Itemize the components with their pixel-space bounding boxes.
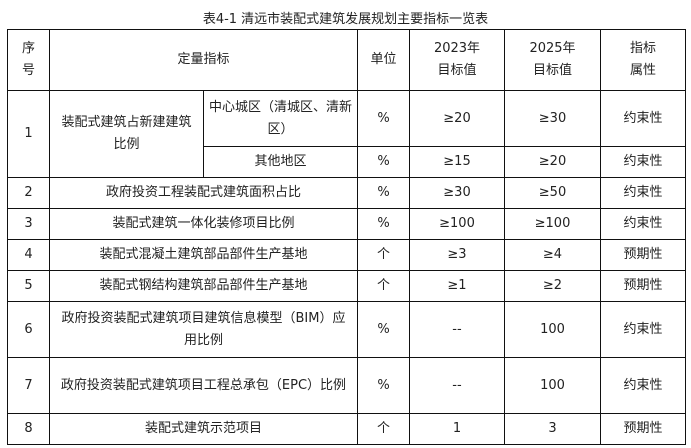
row-2025: ≥50 [504, 177, 601, 209]
header-2025: 2025年目标值 [504, 29, 601, 91]
row-unit: % [357, 177, 410, 209]
table-row: 7 政府投资装配式建筑项目工程总承包（EPC）比例% -- 100 约束性 [7, 357, 686, 414]
row-unit: % [357, 357, 410, 414]
row-2023: ≥15 [409, 146, 505, 178]
row-unit: % [357, 90, 410, 147]
row-unit: 个 [357, 413, 410, 445]
table-row: 1 装配式建筑占新建建筑比例 中心城区（清城区、清新区） % ≥20 ≥30 约… [7, 90, 686, 178]
row-attribute: 预期性 [600, 413, 686, 445]
header-2023: 2023年目标值 [409, 29, 505, 91]
row-no: 6 [7, 301, 50, 358]
header-row: 序号 定量指标 单位 2023年目标值 2025年目标值 指标属性 [7, 29, 686, 91]
row-no: 7 [7, 357, 50, 414]
row-indicator: 装配式建筑一体化装修项目比例 [49, 208, 358, 240]
row-no: 4 [7, 239, 50, 271]
row-area: 中心城区（清城区、清新区） [203, 90, 358, 147]
row-attribute: 约束性 [600, 301, 686, 358]
row-unit: 个 [357, 270, 410, 302]
table-row: 2 政府投资工程装配式建筑面积占比% ≥30 ≥50 约束性 [7, 177, 686, 209]
row-indicator: 政府投资工程装配式建筑面积占比 [49, 177, 358, 209]
row-no: 1 [7, 90, 50, 178]
table-row: 6 政府投资装配式建筑项目建筑信息模型（BIM）应用比例% -- 100 约束性 [7, 301, 686, 358]
row-2025: ≥20 [504, 146, 601, 178]
table-row: 4 装配式混凝土建筑部品部件生产基地个 ≥3 ≥4 预期性 [7, 239, 686, 271]
row-area: 其他地区 [203, 146, 358, 178]
row-2023: ≥1 [409, 270, 505, 302]
row-indicator: 装配式混凝土建筑部品部件生产基地 [49, 239, 358, 271]
row-indicator: 装配式建筑示范项目 [49, 413, 358, 445]
table-title: 表4-1 清远市装配式建筑发展规划主要指标一览表 [202, 12, 489, 27]
row-2023: -- [409, 301, 505, 358]
row-2025: ≥30 [504, 90, 601, 147]
row-indicator: 装配式钢结构建筑部品部件生产基地 [49, 270, 358, 302]
row-2023: ≥100 [409, 208, 505, 240]
row-indicator: 政府投资装配式建筑项目工程总承包（EPC）比例 [49, 357, 358, 414]
row-2025: 100 [504, 301, 601, 358]
row-unit: 个 [357, 239, 410, 271]
row-2023: ≥20 [409, 90, 505, 147]
row-attribute: 预期性 [600, 239, 686, 271]
row-attribute: 约束性 [600, 208, 686, 240]
row-2025: 3 [504, 413, 601, 445]
header-unit: 单位 [357, 29, 410, 91]
row-no: 5 [7, 270, 50, 302]
row-2023: 1 [409, 413, 505, 445]
row-2025: ≥4 [504, 239, 601, 271]
row-no: 8 [7, 413, 50, 445]
row-2025: ≥100 [504, 208, 601, 240]
indicator-table: 序号 定量指标 单位 2023年目标值 2025年目标值 指标属性 1 装配式建… [7, 29, 686, 445]
row-unit: % [357, 301, 410, 358]
row-indicator: 装配式建筑占新建建筑比例 [49, 90, 204, 178]
row-attribute: 约束性 [600, 177, 686, 209]
row-attribute: 约束性 [600, 357, 686, 414]
row-unit: % [357, 208, 410, 240]
row-2023: -- [409, 357, 505, 414]
row-attribute: 约束性 [600, 90, 686, 147]
row-attribute: 约束性 [600, 146, 686, 178]
table-row: 3 装配式建筑一体化装修项目比例% ≥100 ≥100 约束性 [7, 208, 686, 240]
row-indicator: 政府投资装配式建筑项目建筑信息模型（BIM）应用比例 [49, 301, 358, 358]
row-2025: 100 [504, 357, 601, 414]
row-attribute: 预期性 [600, 270, 686, 302]
row-no: 3 [7, 208, 50, 240]
table-row: 8 装配式建筑示范项目个 1 3 预期性 [7, 413, 686, 445]
row-no: 2 [7, 177, 50, 209]
row-2025: ≥2 [504, 270, 601, 302]
header-attribute: 指标属性 [600, 29, 686, 91]
row-2023: ≥3 [409, 239, 505, 271]
row-unit: % [357, 146, 410, 178]
header-no: 序号 [7, 29, 50, 91]
header-indicator: 定量指标 [49, 29, 358, 91]
table-row: 其他地区 % ≥15 ≥20 约束性 [8, 146, 686, 178]
row-2023: ≥30 [409, 177, 505, 209]
table-row: 5 装配式钢结构建筑部品部件生产基地个 ≥1 ≥2 预期性 [7, 270, 686, 302]
